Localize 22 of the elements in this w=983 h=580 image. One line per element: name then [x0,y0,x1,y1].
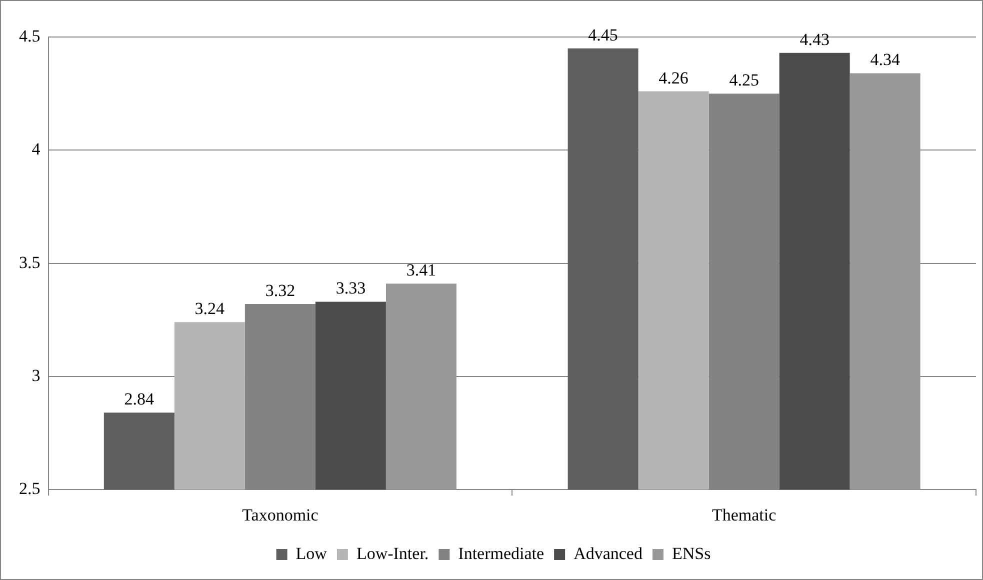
data-label: 2.84 [124,390,155,409]
data-label: 3.24 [194,299,226,318]
data-label: 4.26 [658,68,688,88]
legend-label: Low [296,544,328,563]
legend-label: Low-Inter. [356,544,429,563]
legend-label: Intermediate [458,544,544,563]
data-label: 3.32 [265,281,296,300]
data-label: 4.25 [729,70,759,90]
y-tick-label: 3.5 [19,252,40,272]
y-tick-label: 2.5 [19,479,40,498]
data-label: 3.41 [406,260,436,280]
legend-label: Advanced [574,544,643,563]
y-tick-label: 4.5 [19,26,40,46]
y-tick-label: 4 [32,140,41,159]
data-label: 3.33 [336,278,366,298]
data-label: 4.45 [588,25,618,44]
y-tick-label: 3 [32,366,40,385]
x-tick-label: Thematic [712,505,777,524]
data-label: 4.43 [800,30,830,49]
x-tick-label: Taxonomic [242,505,319,524]
legend-label: ENSs [672,544,711,563]
data-label: 4.34 [870,50,900,70]
